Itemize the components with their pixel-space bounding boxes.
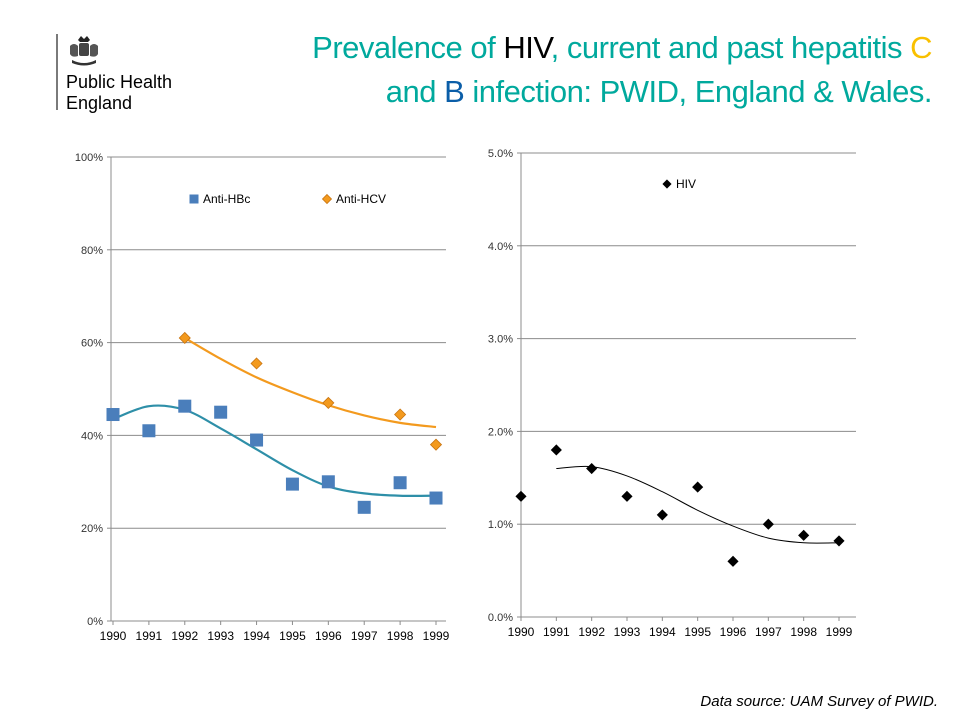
legend-marker-hiv bbox=[662, 179, 672, 189]
y-tick-label: 80% bbox=[81, 245, 103, 257]
data-point-anti-hbc bbox=[250, 433, 264, 447]
y-tick-label: 100% bbox=[75, 152, 103, 164]
y-tick-label: 3.0% bbox=[488, 334, 513, 346]
x-tick-label: 1991 bbox=[543, 625, 570, 639]
data-point-anti-hcv bbox=[429, 438, 443, 451]
data-point-anti-hcv bbox=[178, 331, 191, 345]
x-tick-label: 1997 bbox=[351, 629, 378, 643]
data-point-anti-hbc bbox=[214, 405, 228, 419]
data-point-hiv bbox=[833, 535, 845, 547]
data-point-anti-hbc bbox=[357, 500, 371, 514]
title-b-letter: B bbox=[444, 74, 465, 109]
data-point-anti-hcv bbox=[322, 396, 335, 409]
x-tick-label: 1992 bbox=[578, 625, 605, 639]
legend-label: Anti-HCV bbox=[336, 192, 386, 206]
page-title: Prevalence of HIV, current and past hepa… bbox=[192, 26, 932, 114]
y-tick-label: 20% bbox=[81, 523, 103, 535]
trendline-hiv bbox=[556, 465, 840, 544]
legend-label: Anti-HBc bbox=[203, 192, 250, 206]
x-tick-label: 1992 bbox=[171, 629, 198, 643]
data-point-hiv bbox=[515, 490, 527, 502]
title-part-3: and bbox=[385, 74, 445, 109]
data-point-anti-hbc bbox=[285, 477, 299, 491]
data-point-anti-hcv bbox=[250, 357, 263, 370]
y-tick-label: 2.0% bbox=[488, 426, 513, 438]
data-point-hiv bbox=[762, 518, 774, 530]
x-tick-label: 1997 bbox=[755, 625, 782, 639]
data-point-anti-hbc bbox=[429, 491, 443, 505]
organisation-name: Public Health England bbox=[66, 72, 173, 113]
trendline-anti-hbc bbox=[112, 404, 437, 497]
x-tick-label: 1999 bbox=[423, 629, 450, 643]
data-point-anti-hbc bbox=[393, 476, 407, 490]
data-point-anti-hcv bbox=[394, 408, 407, 421]
data-point-anti-hbc bbox=[142, 424, 156, 438]
trendline-anti-hcv bbox=[184, 337, 437, 429]
data-point-hiv bbox=[692, 481, 704, 493]
data-source-note: Data source: UAM Survey of PWID. bbox=[700, 693, 938, 710]
legend-marker-anti-hbc bbox=[189, 194, 199, 204]
x-tick-label: 1998 bbox=[790, 625, 817, 639]
x-tick-label: 1999 bbox=[826, 625, 853, 639]
y-tick-label: 1.0% bbox=[488, 519, 513, 531]
data-point-hiv bbox=[586, 462, 598, 475]
phe-logo: Public Health England bbox=[56, 34, 196, 114]
x-tick-label: 1998 bbox=[387, 629, 414, 643]
royal-crest-icon bbox=[70, 36, 98, 66]
data-point-anti-hbc bbox=[321, 475, 335, 489]
x-tick-label: 1991 bbox=[136, 629, 163, 643]
title-hiv-word: HIV bbox=[503, 30, 551, 65]
x-tick-label: 1995 bbox=[279, 629, 306, 643]
legend-marker-anti-hcv bbox=[321, 193, 333, 205]
data-point-hiv bbox=[798, 529, 810, 541]
y-tick-label: 5.0% bbox=[488, 148, 513, 160]
y-tick-label: 60% bbox=[81, 338, 103, 350]
title-part-2: , current and past hepatitis bbox=[550, 30, 911, 65]
y-tick-label: 40% bbox=[81, 430, 103, 442]
x-tick-label: 1994 bbox=[649, 625, 676, 639]
title-part-1: Prevalence of bbox=[312, 30, 504, 65]
x-tick-label: 1990 bbox=[508, 625, 535, 639]
x-tick-label: 1994 bbox=[243, 629, 270, 643]
x-tick-label: 1993 bbox=[614, 625, 641, 639]
data-point-anti-hbc bbox=[178, 399, 192, 413]
data-point-hiv bbox=[727, 555, 739, 567]
x-tick-label: 1993 bbox=[207, 629, 234, 643]
data-point-hiv bbox=[550, 444, 562, 456]
x-tick-label: 1990 bbox=[100, 629, 127, 643]
y-tick-label: 0.0% bbox=[488, 612, 513, 624]
y-tick-label: 4.0% bbox=[488, 241, 513, 253]
title-c-letter: C bbox=[910, 30, 932, 65]
x-tick-label: 1995 bbox=[684, 625, 711, 639]
data-point-anti-hbc bbox=[106, 408, 120, 422]
x-tick-label: 1996 bbox=[720, 625, 747, 639]
y-tick-label: 0% bbox=[87, 616, 103, 628]
x-tick-label: 1996 bbox=[315, 629, 342, 643]
logo-divider bbox=[56, 34, 58, 110]
legend-label: HIV bbox=[676, 177, 696, 191]
title-part-4: infection: PWID, England & Wales. bbox=[464, 74, 932, 109]
data-point-hiv bbox=[656, 509, 668, 521]
data-point-hiv bbox=[621, 490, 633, 502]
